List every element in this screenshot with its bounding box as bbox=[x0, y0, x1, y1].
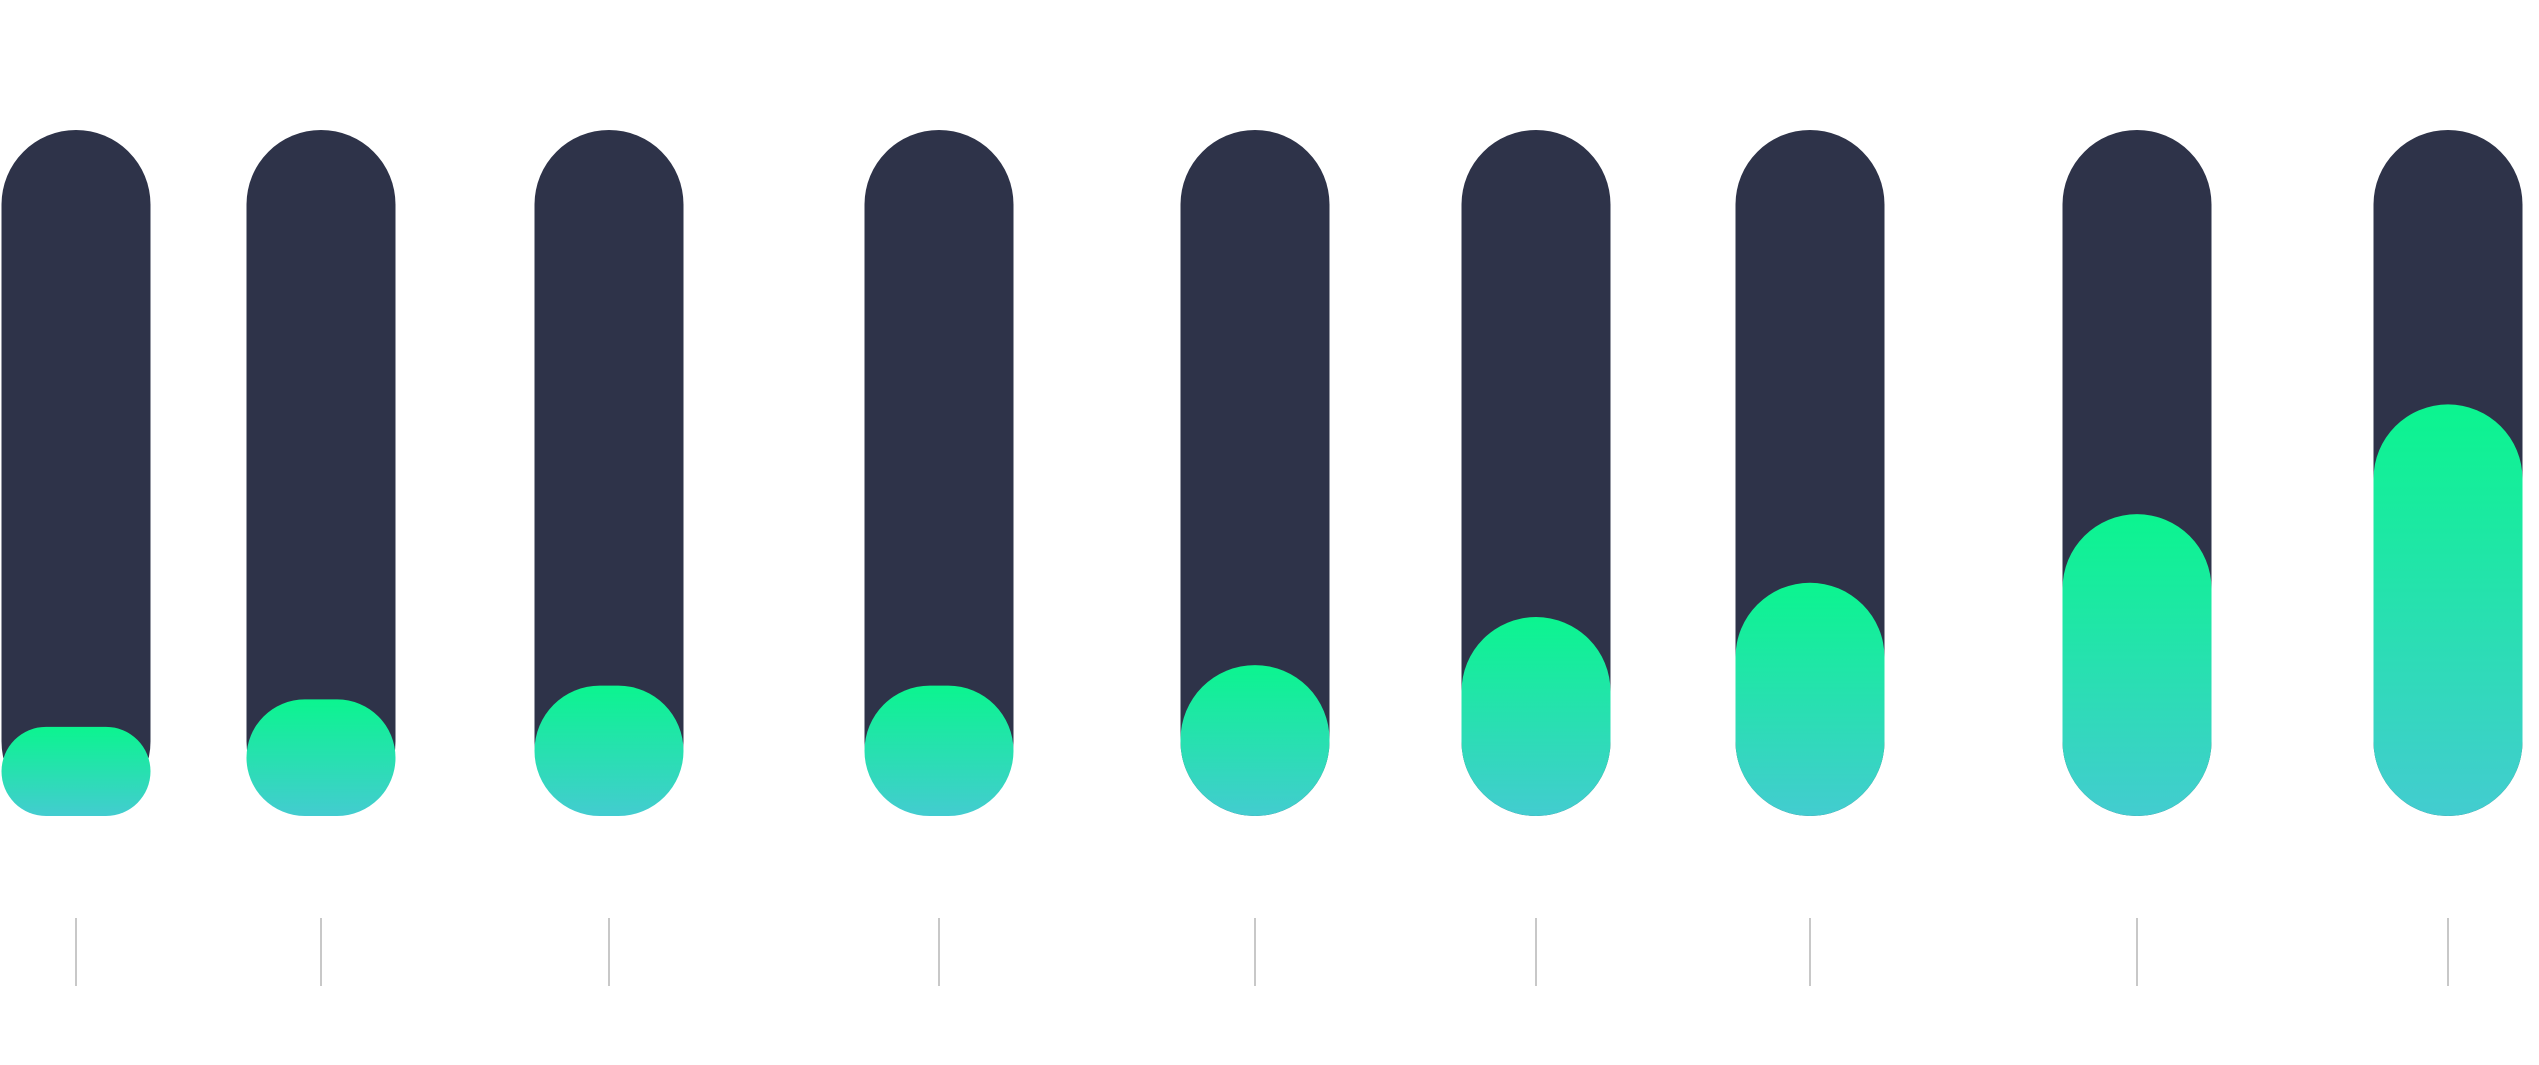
bar bbox=[1, 726, 151, 816]
bar bbox=[1461, 617, 1611, 816]
bar-track bbox=[1, 130, 151, 816]
bar bbox=[2062, 514, 2212, 816]
bar bbox=[246, 699, 396, 816]
bar-track bbox=[534, 130, 684, 816]
bar-track bbox=[246, 130, 396, 816]
bar bbox=[534, 685, 684, 816]
bar bbox=[1180, 665, 1330, 816]
bar bbox=[2373, 404, 2523, 816]
bar bbox=[1735, 582, 1885, 816]
bar-track bbox=[1180, 130, 1330, 816]
bar-track bbox=[864, 130, 1014, 816]
bar bbox=[864, 685, 1014, 816]
